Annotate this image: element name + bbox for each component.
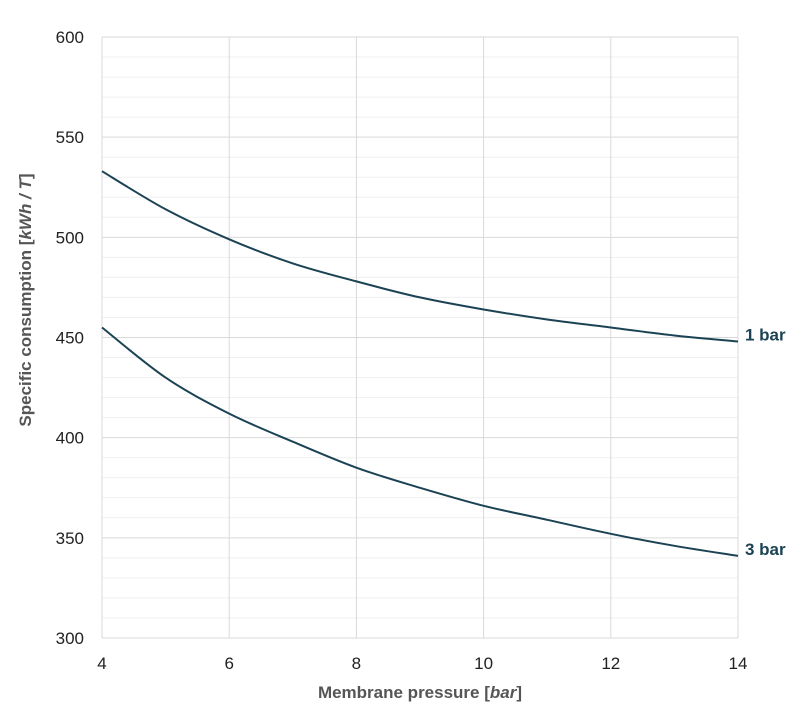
series-end-label: 1 bar: [745, 326, 786, 345]
x-tick-label: 10: [474, 654, 493, 673]
x-tick-label: 8: [352, 654, 361, 673]
series-line: [101, 326, 739, 557]
y-axis-ticks: 300 350 400 450 500 550 600: [56, 28, 84, 648]
y-tick-label: 300: [56, 629, 84, 648]
x-axis-title: Membrane pressure [bar]: [318, 683, 522, 702]
series-lines: [101, 170, 739, 557]
series-labels: 1 bar 3 bar: [745, 326, 786, 559]
series-end-label: 3 bar: [745, 540, 786, 559]
x-tick-label: 4: [97, 654, 106, 673]
x-tick-label: 6: [224, 654, 233, 673]
y-tick-label: 600: [56, 28, 84, 47]
grid: [101, 36, 739, 639]
x-tick-label: 14: [729, 654, 748, 673]
y-axis-title: Specific consumption [kWh / T]: [16, 173, 35, 426]
y-tick-label: 400: [56, 429, 84, 448]
series-line: [101, 170, 739, 343]
y-tick-label: 550: [56, 128, 84, 147]
y-tick-label: 450: [56, 329, 84, 348]
x-tick-label: 12: [601, 654, 620, 673]
y-tick-label: 350: [56, 529, 84, 548]
y-tick-label: 500: [56, 228, 84, 247]
x-axis-ticks: 4 6 8 10 12 14: [97, 654, 747, 673]
